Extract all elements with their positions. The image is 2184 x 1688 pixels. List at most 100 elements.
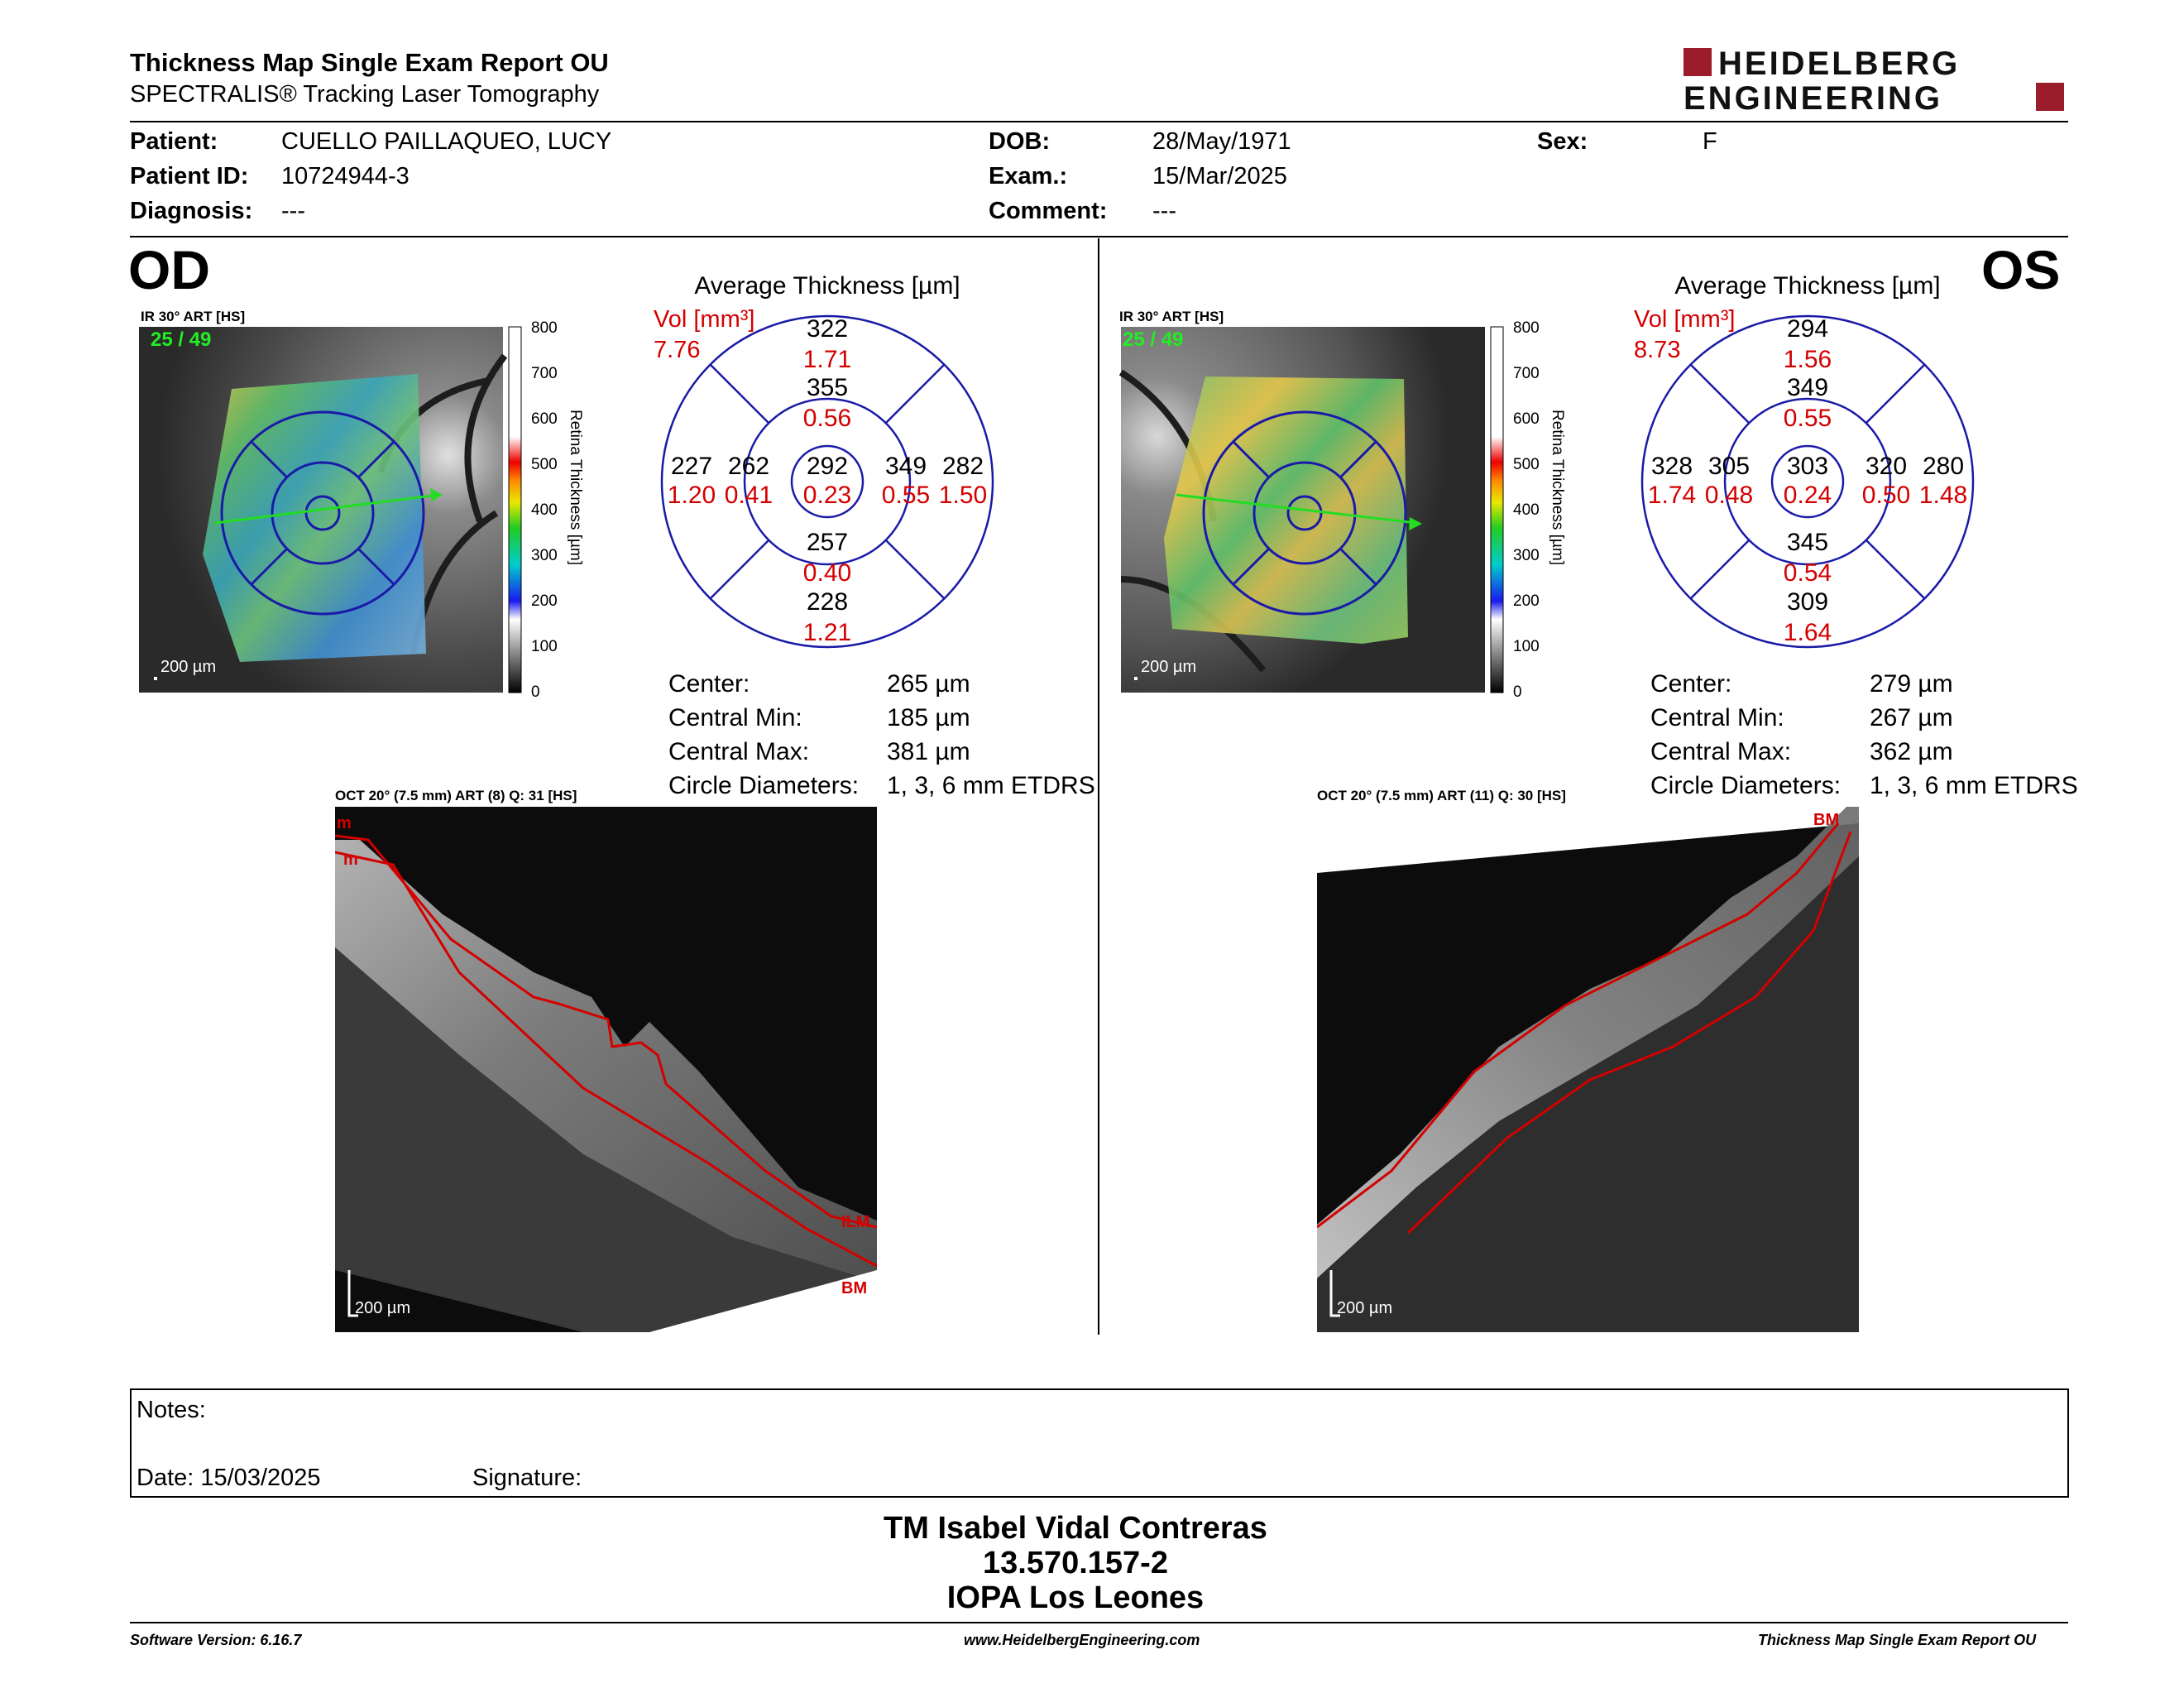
- os-frame-counter: 25 / 49: [1123, 328, 1183, 351]
- od-vol-label: Vol [mm³]: [654, 306, 754, 333]
- od-circle-diameters-label: Circle Diameters:: [668, 772, 860, 799]
- software-version: Software Version: 6.16.7: [130, 1632, 302, 1648]
- od-colorbar-ticks: 800 700 600 500 400 300 200 100 0: [531, 319, 558, 699]
- logo-line1: HEIDELBERG: [1718, 46, 1960, 82]
- os-inner-top-thickness: 349: [1787, 374, 1828, 401]
- os-heatmap-overlay: [1164, 376, 1408, 644]
- od-center-volume: 0.23: [803, 482, 851, 509]
- od-colorbar: [508, 326, 522, 693]
- os-center-value: 279 µm: [1870, 670, 1953, 698]
- os-bm-label: BM: [1813, 811, 1839, 829]
- exam-value: 15/Mar/2025: [1152, 163, 1287, 189]
- od-oct-mark-1: m: [337, 814, 352, 832]
- os-oct-scale-label: 200 µm: [1337, 1299, 1392, 1317]
- od-scan-line: [214, 493, 439, 525]
- os-inner-right-thickness: 320: [1866, 453, 1907, 480]
- svg-text:400: 400: [531, 501, 558, 519]
- od-oct-mark-2: m: [343, 851, 358, 869]
- od-outer-left-volume: 1.20: [668, 482, 716, 509]
- report-title: Thickness Map Single Exam Report OU: [130, 48, 609, 77]
- os-retina-layers: [1317, 807, 1859, 1278]
- os-oct-bscan: BM 200 µm: [1317, 807, 1859, 1332]
- od-ir-label: IR 30° ART [HS]: [141, 309, 245, 324]
- od-inner-right-thickness: 349: [885, 453, 927, 480]
- od-oct-scale-label: 200 µm: [355, 1299, 410, 1317]
- os-outer-left-volume: 1.74: [1648, 482, 1696, 509]
- os-inner-right-volume: 0.50: [1862, 482, 1910, 509]
- od-oct-bscan: m m ILM BM 200 µm: [335, 807, 877, 1332]
- os-central-min-label: Central Min:: [1650, 704, 1784, 731]
- os-sector-chart: Average Thickness [µm] Vol [mm³] 8.73 29…: [1634, 272, 1975, 649]
- os-scan-arrow-icon: [1409, 517, 1422, 530]
- os-outer-bottom-thickness: 309: [1787, 588, 1828, 616]
- os-outer-right-thickness: 280: [1923, 453, 1964, 480]
- od-inner-bottom-volume: 0.40: [803, 559, 851, 587]
- sex-value: F: [1703, 128, 1717, 155]
- os-inner-bottom-thickness: 345: [1787, 529, 1828, 556]
- sex-label: Sex:: [1537, 128, 1588, 155]
- svg-text:0: 0: [531, 683, 540, 699]
- od-heatmap-overlay: [203, 374, 426, 662]
- od-outer-right-thickness: 282: [942, 453, 984, 480]
- os-circle-diameters-value: 1, 3, 6 mm ETDRS: [1870, 772, 2078, 799]
- od-oct-label: OCT 20° (7.5 mm) ART (8) Q: 31 [HS]: [335, 788, 577, 803]
- os-outer-bottom-volume: 1.64: [1784, 619, 1832, 646]
- od-outer-top-thickness: 322: [807, 315, 848, 343]
- od-inner-left-thickness: 262: [728, 453, 769, 480]
- os-outer-right-volume: 1.48: [1919, 482, 1967, 509]
- svg-text:600: 600: [531, 410, 558, 428]
- svg-text:800: 800: [531, 319, 558, 337]
- os-avg-title: Average Thickness [µm]: [1674, 272, 1940, 300]
- od-colorbar-title: Retina Thickness [µm]: [567, 410, 584, 565]
- os-colorbar: [1490, 326, 1504, 693]
- od-outer-bottom-thickness: 228: [807, 588, 848, 616]
- od-retina-layers: [335, 840, 877, 1283]
- notes-label: Notes:: [136, 1397, 206, 1423]
- svg-text:700: 700: [1513, 365, 1540, 382]
- od-bm-line: [335, 851, 877, 1268]
- os-oct-scale-bar: [1329, 1270, 1340, 1317]
- signature-label: Signature:: [472, 1465, 582, 1491]
- od-outer-top-volume: 1.71: [803, 346, 851, 373]
- header-divider: [130, 121, 2068, 122]
- os-central-min-value: 267 µm: [1870, 704, 1953, 731]
- od-inner-left-volume: 0.41: [725, 482, 773, 509]
- os-inner-bottom-volume: 0.54: [1784, 559, 1832, 587]
- os-vol-label: Vol [mm³]: [1634, 306, 1735, 333]
- os-center-label: Center:: [1650, 670, 1732, 698]
- patient-id-label: Patient ID:: [130, 163, 249, 189]
- od-center-value: 265 µm: [887, 670, 970, 698]
- heidelberg-logo: HEIDELBERG ENGINEERING: [1684, 46, 2064, 117]
- notes-box: Notes: Date: 15/03/2025 Signature:: [130, 1388, 2069, 1498]
- svg-text:700: 700: [531, 365, 558, 382]
- od-center-thickness: 292: [807, 453, 848, 480]
- od-central-max-value: 381 µm: [887, 738, 970, 765]
- svg-text:0: 0: [1513, 683, 1522, 699]
- od-central-max-label: Central Max:: [668, 738, 810, 765]
- svg-text:400: 400: [1513, 501, 1540, 519]
- os-thickness-map: 25 / 49 IR 30° ART [HS] 200 µm 800 700 6…: [1118, 309, 1566, 699]
- od-etdrs-grid: [220, 410, 425, 616]
- od-thickness-map: 25 / 49 IR 30° ART [HS] 200 µm 800 700 6…: [139, 309, 584, 699]
- os-inner-left-volume: 0.48: [1705, 482, 1753, 509]
- diagnosis-value: ---: [281, 198, 305, 224]
- os-central-max-value: 362 µm: [1870, 738, 1953, 765]
- footer-divider: [130, 1622, 2068, 1623]
- os-oct-label: OCT 20° (7.5 mm) ART (11) Q: 30 [HS]: [1317, 788, 1566, 803]
- os-outer-top-thickness: 294: [1787, 315, 1828, 343]
- svg-text:500: 500: [531, 456, 558, 473]
- od-inner-bottom-thickness: 257: [807, 529, 848, 556]
- os-colorbar-ticks: 800 700 600 500 400 300 200 100 0: [1513, 319, 1540, 699]
- svg-text:600: 600: [1513, 410, 1540, 428]
- signer-name: TM Isabel Vidal Contreras: [884, 1511, 1267, 1546]
- dob-value: 28/May/1971: [1152, 128, 1291, 155]
- od-ilm-line: [335, 834, 877, 1229]
- exam-label: Exam.:: [989, 163, 1068, 189]
- website-link[interactable]: www.HeidelbergEngineering.com: [964, 1632, 1200, 1648]
- os-inner-top-volume: 0.55: [1784, 405, 1832, 432]
- od-inner-top-thickness: 355: [807, 374, 848, 401]
- date-label: Date: 15/03/2025: [136, 1465, 321, 1491]
- os-outer-top-volume: 1.56: [1784, 346, 1832, 373]
- od-inner-right-volume: 0.55: [882, 482, 930, 509]
- svg-text:300: 300: [1513, 547, 1540, 564]
